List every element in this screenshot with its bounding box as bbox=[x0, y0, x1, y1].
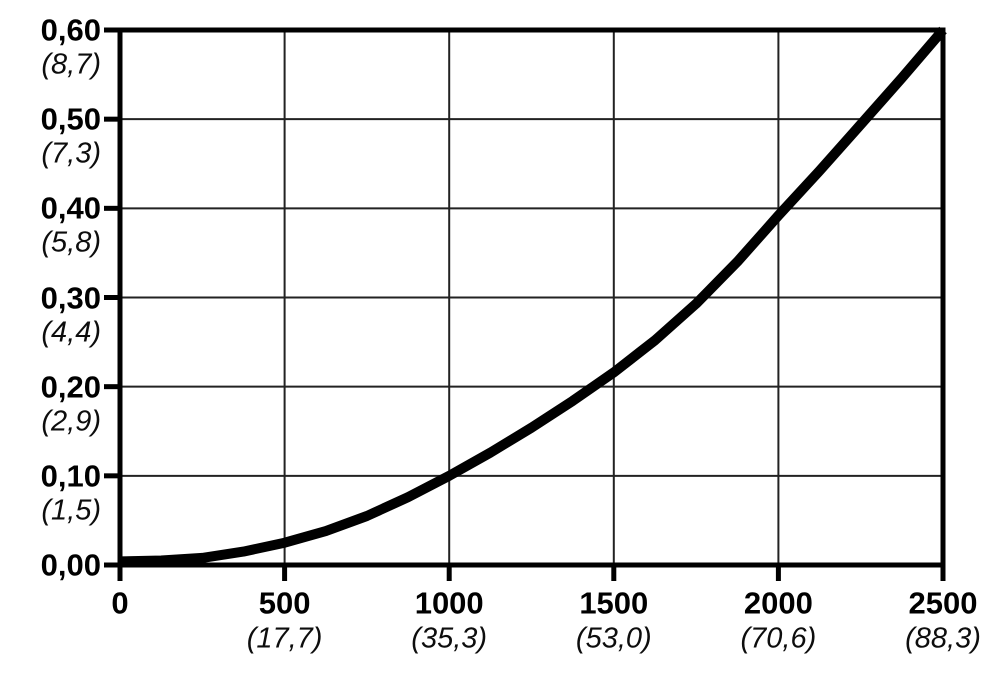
plot-frame bbox=[117, 27, 946, 568]
data-curve-curve bbox=[119, 26, 947, 567]
